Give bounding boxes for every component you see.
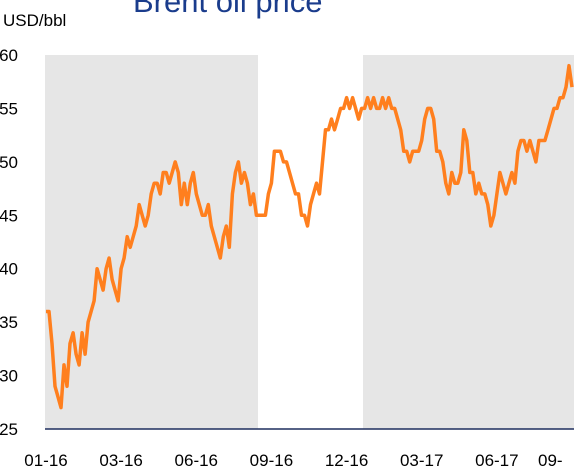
- shaded-period: [45, 55, 258, 429]
- y-tick-label: 35: [0, 313, 18, 332]
- x-tick-label: 06-17: [475, 451, 518, 470]
- x-tick-label: 06-16: [175, 451, 218, 470]
- x-tick-label: 09-16: [250, 451, 293, 470]
- y-tick-label: 50: [0, 153, 18, 172]
- x-tick-label: 12-16: [325, 451, 368, 470]
- x-tick-label: 03-16: [99, 451, 142, 470]
- x-tick-label: 03-17: [400, 451, 443, 470]
- line: [46, 63, 574, 410]
- y-tick-label: 30: [0, 367, 18, 386]
- y-tick-label: 45: [0, 206, 18, 225]
- y-tick-label: 60: [0, 46, 18, 65]
- y-tick-label: 25: [0, 420, 18, 439]
- y-tick-label: 55: [0, 99, 18, 118]
- y-tick-label: 40: [0, 260, 18, 279]
- x-tick-label: 09-: [538, 451, 563, 470]
- x-tick-label: 01-16: [24, 451, 67, 470]
- y-axis-label: USD/bbl: [3, 11, 66, 30]
- chart-title: Brent oil price: [133, 0, 323, 19]
